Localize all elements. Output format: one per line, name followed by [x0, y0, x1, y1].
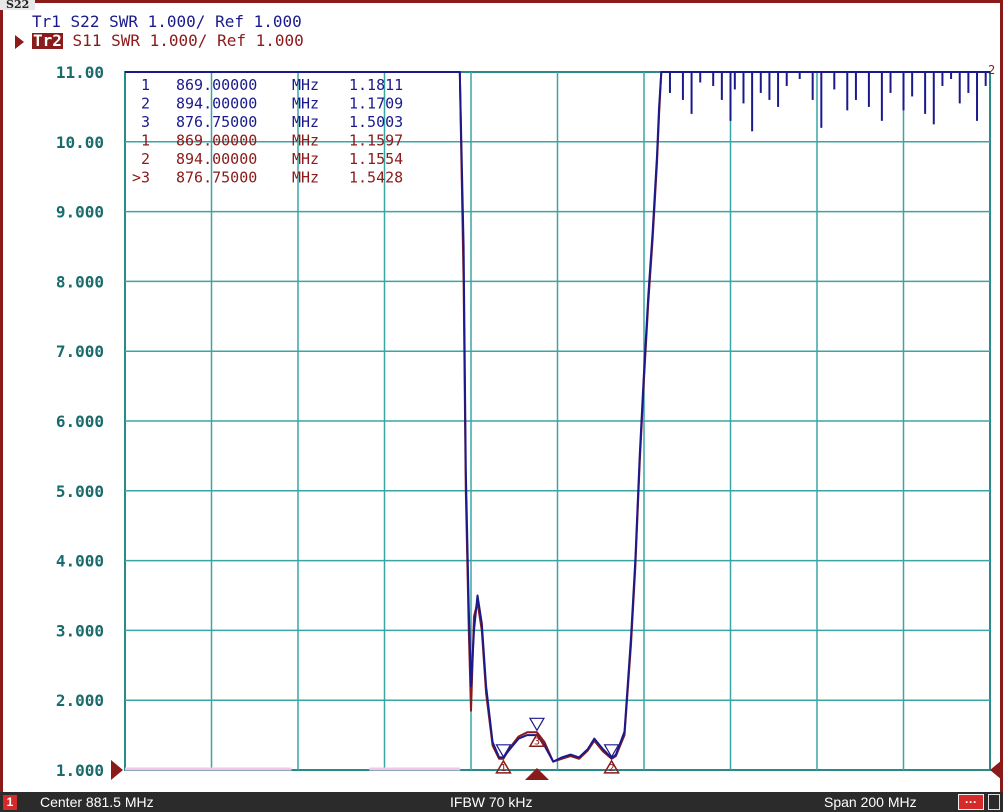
marker-triangle-icon: [528, 717, 546, 732]
marker-row-value: 1.1597: [349, 132, 403, 150]
marker-triangle-icon: [495, 759, 512, 774]
trace1-param: S22: [70, 12, 100, 31]
marker-row-frequency: 894.00000: [176, 150, 257, 168]
y-tick-label: 9.000: [56, 203, 104, 222]
active-marker-indicator-icon: [524, 768, 549, 780]
ifbw-setting[interactable]: IFBW 70 kHz: [450, 794, 533, 810]
y-tick-label: 5.000: [56, 482, 104, 501]
marker-row-unit: MHz: [292, 113, 319, 131]
marker-row-label: 1: [141, 132, 150, 150]
y-tick-label: 1.000: [56, 761, 104, 780]
marker-row-frequency: 894.00000: [176, 95, 257, 113]
y-axis-ticks: 11.00 10.00 9.000 8.000 7.000 6.000 5.000 4.000…: [56, 63, 104, 780]
window-tab[interactable]: S22: [0, 0, 36, 10]
marker-3-symbol[interactable]: 3: [528, 717, 546, 748]
marker-triangle-icon: [603, 759, 620, 774]
marker-1-symbol[interactable]: 1: [495, 744, 512, 774]
channel-indicator[interactable]: 1: [3, 795, 17, 810]
y-tick-label: 8.000: [56, 272, 104, 291]
marker-row-value: 1.1554: [349, 150, 403, 168]
trace2-format: SWR: [111, 31, 140, 50]
ref-level-left-arrow-icon: [111, 760, 123, 780]
trace2-name: Tr2: [32, 31, 63, 50]
marker-row-unit: MHz: [292, 76, 319, 94]
menu-button[interactable]: ···: [958, 794, 984, 810]
marker-row-label: >3: [132, 169, 150, 187]
marker-triangle-icon: [528, 732, 546, 748]
trace2-ref: Ref 1.000: [217, 31, 304, 50]
y-tick-label: 4.000: [56, 552, 104, 571]
marker-row-unit: MHz: [292, 95, 319, 113]
marker-row-frequency: 876.75000: [176, 169, 257, 187]
overflow-marker-label: 2: [988, 63, 995, 77]
y-tick-label: 2.000: [56, 691, 104, 710]
marker-row-label: 1: [141, 76, 150, 94]
trace-tr1-line: [125, 71, 990, 763]
marker-row-label: 3: [141, 113, 150, 131]
y-tick-label: 10.00: [56, 133, 104, 152]
marker-row-value: 1.1709: [349, 95, 403, 113]
marker-triangle-icon: [495, 744, 512, 759]
marker-symbols[interactable]: 1 2 3: [495, 717, 620, 774]
marker-row-value: 1.5428: [349, 169, 403, 187]
marker-number-label: 1: [500, 763, 506, 774]
marker-row-label: 2: [141, 95, 150, 113]
trace1-ref: Ref 1.000: [215, 12, 302, 31]
marker-triangle-icon: [603, 744, 620, 759]
marker-row-frequency: 876.75000: [176, 113, 257, 131]
swr-plot[interactable]: 11.00 10.00 9.000 8.000 7.000 6.000 5.000 4.000…: [0, 0, 1003, 792]
trace2-header[interactable]: Tr2 S11 SWR 1.000/ Ref 1.000: [32, 32, 304, 50]
trace1-name: Tr1: [32, 12, 61, 31]
trace2-scale: 1.000/: [149, 31, 208, 50]
ref-level-right-arrow-icon: [990, 760, 1002, 780]
plot-grid: [124, 71, 991, 771]
marker-row-unit: MHz: [292, 150, 319, 168]
trace-layer: 2: [125, 63, 995, 763]
plot-edge-indicators: [111, 760, 1002, 780]
y-tick-label: 7.000: [56, 342, 104, 361]
center-frequency[interactable]: Center 881.5 MHz: [40, 794, 154, 810]
marker-row-frequency: 869.00000: [176, 76, 257, 94]
trace1-format: SWR: [109, 12, 138, 31]
marker-row-unit: MHz: [292, 169, 319, 187]
marker-row-label: 2: [141, 150, 150, 168]
panel-edge: [988, 794, 1000, 810]
trace1-header[interactable]: Tr1 S22 SWR 1.000/ Ref 1.000: [32, 13, 302, 31]
marker-row-frequency: 869.00000: [176, 132, 257, 150]
y-tick-label: 11.00: [56, 63, 104, 82]
active-trace-arrow-icon: [15, 35, 24, 49]
marker-2-symbol[interactable]: 2: [603, 744, 620, 774]
marker-readout-table: 1 869.00000 MHz 1.1811 2 894.00000 MHz 1.1709 3 8…: [132, 76, 403, 187]
marker-number-label: 3: [534, 736, 540, 747]
marker-row-unit: MHz: [292, 132, 319, 150]
y-tick-label: 3.000: [56, 621, 104, 640]
marker-row-value: 1.1811: [349, 76, 403, 94]
trace1-scale: 1.000/: [147, 12, 206, 31]
span-setting[interactable]: Span 200 MHz: [824, 794, 917, 810]
trace2-param: S11: [72, 31, 102, 50]
y-tick-label: 6.000: [56, 412, 104, 431]
marker-row-value: 1.5003: [349, 113, 403, 131]
marker-number-label: 2: [609, 763, 615, 774]
status-bar: 1 Center 881.5 MHz IFBW 70 kHz Span 200 …: [0, 792, 1003, 812]
